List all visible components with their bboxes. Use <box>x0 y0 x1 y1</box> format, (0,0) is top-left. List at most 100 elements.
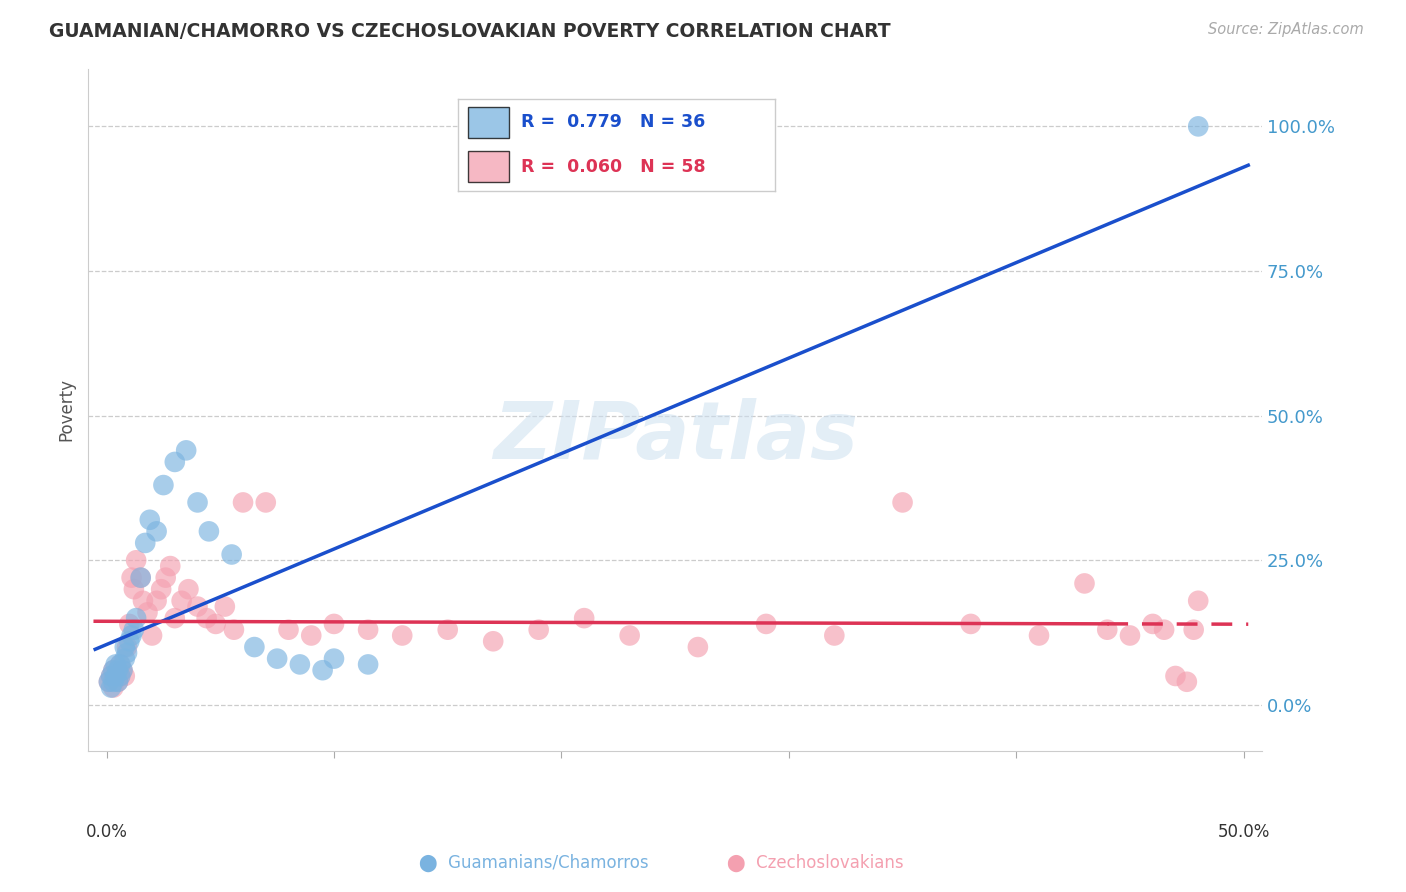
Point <box>174 443 197 458</box>
Point <box>619 628 641 642</box>
Point <box>391 628 413 642</box>
Point <box>572 611 595 625</box>
Point <box>118 634 141 648</box>
Point <box>107 663 129 677</box>
Point <box>111 663 134 677</box>
Point <box>254 495 277 509</box>
Point <box>134 536 156 550</box>
Point <box>129 571 152 585</box>
Point <box>145 524 167 539</box>
Point <box>114 651 136 665</box>
Point <box>277 623 299 637</box>
Point <box>959 616 981 631</box>
Point <box>686 640 709 654</box>
Point <box>122 623 145 637</box>
Point <box>222 623 245 637</box>
Point <box>266 651 288 665</box>
Point <box>1119 628 1142 642</box>
Point <box>186 495 208 509</box>
Point <box>1187 120 1209 134</box>
Point <box>107 674 129 689</box>
Point <box>186 599 208 614</box>
Point <box>114 669 136 683</box>
Point <box>1175 674 1198 689</box>
Point <box>1097 623 1119 637</box>
Point <box>1142 616 1164 631</box>
Point <box>323 616 346 631</box>
Point <box>97 674 120 689</box>
Point <box>163 455 186 469</box>
Point <box>1153 623 1175 637</box>
Point <box>139 513 162 527</box>
Point <box>121 571 143 585</box>
Point <box>110 669 132 683</box>
Point <box>122 582 145 597</box>
Point <box>100 669 122 683</box>
Point <box>155 571 177 585</box>
Point <box>97 674 120 689</box>
Point <box>198 524 221 539</box>
Point <box>214 599 236 614</box>
Point <box>118 616 141 631</box>
Point <box>115 640 138 654</box>
Point <box>1164 669 1187 683</box>
Point <box>221 548 243 562</box>
Point <box>232 495 254 509</box>
Point <box>110 669 132 683</box>
Point <box>103 663 125 677</box>
Point <box>145 594 167 608</box>
Point <box>107 674 129 689</box>
Point <box>104 669 127 683</box>
Point <box>1073 576 1095 591</box>
Point <box>121 628 143 642</box>
Point <box>1182 623 1205 637</box>
Point <box>103 681 125 695</box>
Text: ⬤  Guamanians/Chamorros: ⬤ Guamanians/Chamorros <box>419 855 650 872</box>
Point <box>288 657 311 672</box>
Point <box>136 605 159 619</box>
Point <box>104 669 127 683</box>
Point <box>125 611 148 625</box>
Point <box>100 681 122 695</box>
Point <box>103 674 125 689</box>
Point <box>823 628 845 642</box>
Text: ZIPatlas: ZIPatlas <box>492 398 858 476</box>
Text: GUAMANIAN/CHAMORRO VS CZECHOSLOVAKIAN POVERTY CORRELATION CHART: GUAMANIAN/CHAMORRO VS CZECHOSLOVAKIAN PO… <box>49 22 891 41</box>
Point <box>110 657 132 672</box>
Text: 0.0%: 0.0% <box>86 823 128 841</box>
Point <box>299 628 322 642</box>
Point <box>170 594 193 608</box>
Point <box>1187 594 1209 608</box>
Point <box>482 634 505 648</box>
Point <box>243 640 266 654</box>
Point <box>111 663 134 677</box>
Point <box>104 657 127 672</box>
Point <box>163 611 186 625</box>
Point <box>357 657 380 672</box>
Point <box>357 623 380 637</box>
Point <box>311 663 333 677</box>
Point <box>129 571 152 585</box>
Y-axis label: Poverty: Poverty <box>58 378 75 442</box>
Point <box>755 616 778 631</box>
Point <box>159 559 181 574</box>
Point <box>141 628 163 642</box>
Point <box>195 611 218 625</box>
Point <box>100 669 122 683</box>
Point <box>177 582 200 597</box>
Point <box>1028 628 1050 642</box>
Point <box>115 646 138 660</box>
Text: Source: ZipAtlas.com: Source: ZipAtlas.com <box>1208 22 1364 37</box>
Point <box>436 623 458 637</box>
Point <box>323 651 346 665</box>
Point <box>150 582 173 597</box>
Point <box>103 663 125 677</box>
Point <box>527 623 550 637</box>
Point <box>132 594 155 608</box>
Text: ⬤  Czechoslovakians: ⬤ Czechoslovakians <box>727 855 904 872</box>
Text: 50.0%: 50.0% <box>1218 823 1270 841</box>
Point <box>114 640 136 654</box>
Point <box>891 495 914 509</box>
Point <box>110 657 132 672</box>
Point <box>204 616 226 631</box>
